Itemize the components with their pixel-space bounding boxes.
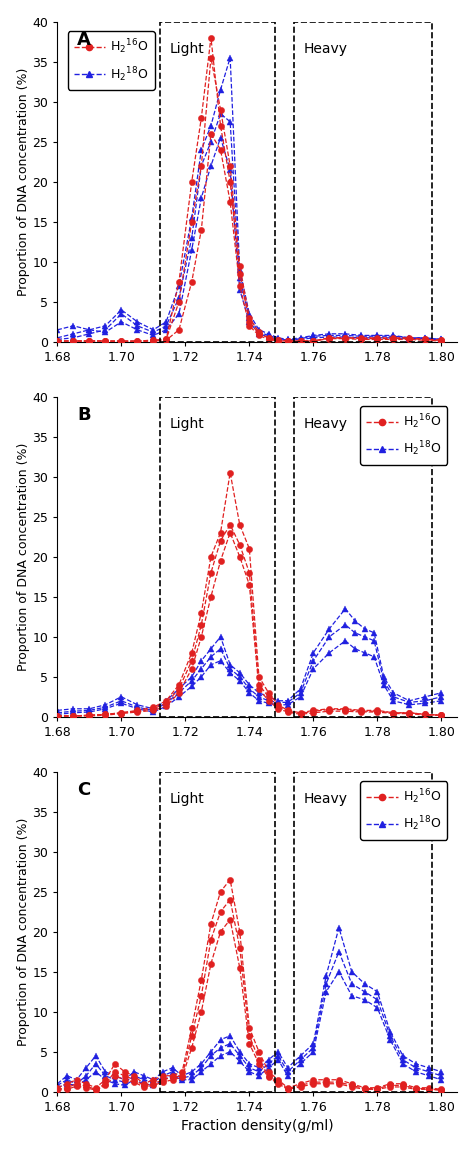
Y-axis label: Proportion of DNA concentration (%): Proportion of DNA concentration (%) — [17, 68, 30, 296]
Y-axis label: Proportion of DNA concentration (%): Proportion of DNA concentration (%) — [17, 443, 30, 670]
Y-axis label: Proportion of DNA concentration (%): Proportion of DNA concentration (%) — [17, 818, 30, 1045]
Text: C: C — [77, 781, 91, 799]
Bar — [294, 22, 432, 342]
Text: B: B — [77, 406, 91, 424]
X-axis label: Fraction density(g/ml): Fraction density(g/ml) — [181, 1119, 334, 1134]
Text: Heavy: Heavy — [304, 416, 348, 430]
Legend: H$_2$$^{16}$O, H$_2$$^{18}$O: H$_2$$^{16}$O, H$_2$$^{18}$O — [360, 406, 447, 465]
Text: Heavy: Heavy — [304, 791, 348, 806]
Text: Light: Light — [169, 41, 204, 55]
Bar — [294, 397, 432, 716]
Text: Light: Light — [169, 416, 204, 430]
Text: Light: Light — [169, 791, 204, 806]
Text: A: A — [77, 31, 91, 49]
Bar — [160, 397, 275, 716]
Bar — [160, 772, 275, 1091]
Text: Heavy: Heavy — [304, 41, 348, 55]
Legend: H$_2$$^{16}$O, H$_2$$^{18}$O: H$_2$$^{16}$O, H$_2$$^{18}$O — [68, 31, 155, 90]
Bar — [294, 772, 432, 1091]
Legend: H$_2$$^{16}$O, H$_2$$^{18}$O: H$_2$$^{16}$O, H$_2$$^{18}$O — [360, 781, 447, 840]
Bar — [160, 22, 275, 342]
